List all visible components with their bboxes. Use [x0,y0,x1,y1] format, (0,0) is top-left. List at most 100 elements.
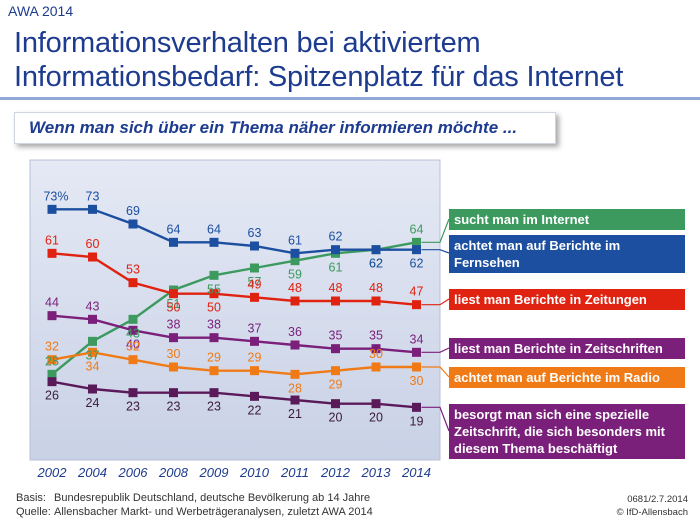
data-label: 28 [288,381,302,395]
data-label: 48 [329,281,343,295]
x-tick-label: 2010 [239,465,270,480]
title-line-1: Informationsverhalten bei aktiviertem [14,27,481,59]
data-point [290,256,300,266]
data-point [331,245,340,255]
data-label: 37 [248,321,262,335]
data-label: 32 [45,340,59,354]
data-label: 48 [288,281,302,295]
data-label: 19 [410,414,424,428]
data-point [250,336,259,346]
source-text: Allensbacher Markt- und Werbeträgeranaly… [54,506,373,518]
data-point [250,292,259,302]
legend-item-liest-man-berichte-in-zeitschriften: liest man Berichte in Zeitschriften [449,338,685,359]
data-label: 62 [369,257,383,271]
data-label: 23 [167,400,181,414]
x-tick-label: 2014 [401,465,431,480]
data-point [371,344,381,354]
data-label: 73% [43,189,68,203]
data-point [290,296,300,306]
survey-tag: AWA 2014 [8,3,74,19]
footer-credits: 0681/2.7.2014 © IfD-Allensbach [617,493,688,519]
data-point [169,237,178,247]
plot-area [29,159,441,461]
legend-item-achtet-man-auf-berichte-im-fernsehen: achtet man auf Berichte im Fernsehen [449,235,685,273]
data-label: 28 [45,354,59,368]
legend-item-besorgt-man-sich-eine-spezielle-zeitschr: besorgt man sich eine spezielle Zeitschr… [449,404,685,459]
basis-text: Bundesrepublik Deutschland, deutsche Bev… [54,492,371,504]
data-label: 24 [86,396,100,410]
data-label: 61 [288,233,302,247]
title-line-2: Informationsbedarf: Spitzenplatz für das… [14,61,624,93]
x-tick-label: 2002 [37,465,68,480]
data-point [128,314,138,324]
data-label: 30 [369,347,383,361]
data-point [412,300,421,310]
legend-item-achtet-man-auf-berichte-im-radio: achtet man auf Berichte im Radio [449,367,685,388]
data-point [331,399,340,409]
data-point [88,204,97,214]
question-text: Wenn man sich über ein Thema näher infor… [29,118,518,137]
legend-connector [421,347,450,353]
data-label: 53 [126,263,140,277]
data-point [331,366,340,376]
x-tick-label: 2011 [280,465,309,480]
data-point [47,311,57,321]
series-line-achtet-man-auf-berichte-im-fernsehen [52,208,417,255]
data-point [169,388,178,398]
data-label: 62 [369,257,383,271]
data-label: 55 [207,282,221,296]
data-label: 59 [288,268,302,282]
data-label: 37 [86,348,100,362]
data-point [47,248,57,258]
data-point [209,366,219,376]
x-tick-label: 2008 [158,465,189,480]
data-label: 64 [167,222,181,236]
footer-notes: Basis: Bundesrepublik Deutschland, deutsc… [16,491,373,519]
data-point [169,289,178,299]
page-title: Informationsverhalten bei aktiviertem In… [14,26,694,94]
data-label: 21 [288,407,302,421]
data-label: 44 [45,296,59,310]
series-line-besorgt-man-sich-eine-spezielle-zeitschr [51,380,417,409]
data-label: 23 [207,400,221,414]
series-line-achtet-man-auf-berichte-im-radio [51,351,417,376]
data-point [128,219,138,229]
data-label: 38 [167,318,181,332]
data-point [88,384,97,394]
data-point [209,237,219,247]
data-point [209,289,219,299]
data-label: 69 [126,204,140,218]
basis-label: Basis: [16,492,46,504]
data-label: 64 [410,222,424,236]
data-label: 34 [86,359,100,373]
data-label: 48 [369,281,383,295]
question-box: Wenn man sich über ein Thema näher infor… [14,112,556,144]
data-point [128,355,138,365]
data-point [209,270,219,280]
data-point [250,263,259,273]
data-label: 40 [126,337,140,351]
series-line-liest-man-berichte-in-zeitschriften [51,314,417,354]
line-chart: 28 37 43 51 55 57 59 61 62 64 73% 73 69 64 64 63 61 62 62 6… [29,159,450,480]
data-point [290,248,300,258]
data-point [250,241,259,251]
copyright: © IfD-Allensbach [616,507,688,518]
data-point [290,395,300,405]
x-tick-label: 2009 [199,465,229,480]
data-point [47,204,57,214]
series-line-liest-man-berichte-in-zeitungen [51,252,417,306]
legend-connector [421,249,450,254]
data-label: 43 [86,299,100,313]
data-label: 22 [248,403,262,417]
data-label: 62 [329,230,343,244]
data-label: 63 [248,226,262,240]
data-label: 50 [207,301,221,315]
data-point [88,314,97,324]
data-label: 36 [288,325,302,339]
data-label: 47 [410,285,424,299]
legend-connector [421,298,450,306]
series-line-sucht-man-im-internet [51,241,417,376]
data-label: 61 [329,260,343,274]
data-label: 51 [167,297,181,311]
data-point [290,340,300,350]
